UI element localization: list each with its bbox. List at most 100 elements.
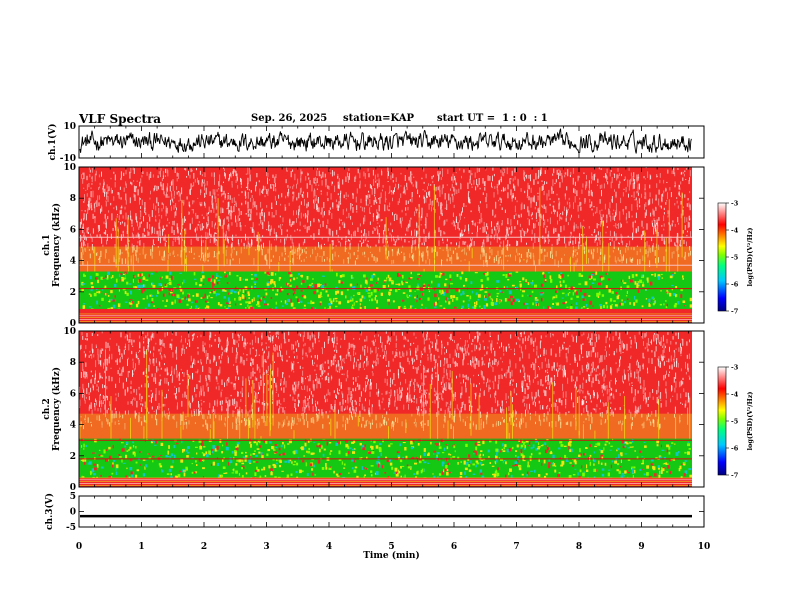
noise-speck: [397, 187, 399, 190]
noise-speck: [636, 250, 638, 256]
noise-speck: [543, 237, 545, 244]
noise-speck: [565, 243, 567, 248]
noise-speck: [375, 256, 377, 263]
noise-speck: [84, 241, 85, 246]
noise-speck: [589, 183, 590, 190]
noise-speck: [182, 393, 184, 398]
noise-speck: [350, 203, 352, 209]
noise-speck: [566, 348, 568, 350]
band-speck: [636, 284, 639, 289]
noise-speck: [352, 222, 353, 225]
noise-speck: [556, 399, 558, 402]
noise-speck: [476, 179, 478, 186]
band-speck: [388, 293, 391, 296]
noise-speck: [532, 197, 534, 202]
noise-speck: [337, 239, 339, 241]
noise-speck: [118, 215, 120, 220]
band-speck: [235, 286, 237, 290]
noise-speck: [446, 184, 448, 186]
noise-speck: [547, 375, 548, 381]
band-speck: [485, 287, 488, 289]
noise-speck: [530, 252, 532, 259]
band-speck: [623, 282, 627, 284]
noise-speck: [602, 369, 604, 377]
noise-speck: [387, 257, 389, 261]
noise-speck: [571, 214, 572, 218]
noise-speck: [509, 371, 511, 379]
noise-speck: [319, 255, 321, 258]
noise-speck: [414, 384, 415, 388]
noise-speck: [514, 168, 516, 173]
noise-speck: [382, 185, 384, 188]
noise-speck: [238, 209, 240, 216]
band-speck: [496, 295, 499, 297]
noise-speck: [352, 207, 354, 213]
band-speck: [112, 299, 115, 302]
noise-speck: [321, 243, 322, 248]
band-speck: [669, 275, 673, 279]
band-speck: [540, 292, 544, 294]
noise-speck: [204, 192, 206, 198]
noise-speck: [359, 397, 361, 402]
noise-speck: [266, 205, 268, 208]
noise-speck: [304, 396, 306, 399]
band-speck: [542, 271, 545, 274]
band-speck: [110, 307, 114, 310]
noise-speck: [159, 379, 161, 384]
noise-speck: [154, 185, 156, 190]
band-speck: [634, 295, 636, 300]
noise-speck: [207, 253, 209, 258]
streak: [385, 217, 387, 260]
noise-speck: [632, 257, 634, 261]
noise-speck: [503, 345, 505, 352]
noise-speck: [109, 354, 110, 359]
band-speck: [377, 277, 379, 281]
noise-speck: [564, 374, 566, 377]
noise-speck: [569, 204, 571, 207]
noise-speck: [440, 381, 442, 385]
noise-speck: [502, 361, 503, 363]
streak: [539, 187, 541, 265]
noise-speck: [541, 259, 543, 262]
noise-speck: [689, 250, 691, 256]
band-speck: [599, 275, 603, 279]
band-speck: [333, 298, 335, 302]
noise-speck: [306, 183, 308, 189]
noise-speck: [493, 173, 495, 177]
noise-speck: [200, 258, 202, 261]
noise-speck: [688, 252, 690, 257]
noise-speck: [111, 410, 113, 416]
noise-speck: [220, 339, 222, 342]
noise-speck: [151, 226, 153, 231]
noise-speck: [376, 215, 377, 219]
noise-speck: [258, 354, 260, 356]
noise-speck: [332, 247, 334, 249]
noise-speck: [373, 203, 375, 205]
noise-speck: [163, 237, 165, 241]
noise-speck: [208, 367, 210, 374]
noise-speck: [245, 196, 247, 198]
noise-speck: [612, 336, 614, 341]
noise-speck: [267, 188, 269, 192]
noise-speck: [235, 219, 237, 223]
noise-speck: [303, 331, 305, 337]
noise-speck: [507, 233, 509, 237]
band-speck: [566, 306, 569, 308]
band-speck: [648, 298, 651, 303]
noise-speck: [247, 177, 249, 184]
noise-speck: [415, 239, 417, 244]
band-speck: [176, 294, 180, 298]
streak: [217, 198, 219, 271]
noise-speck: [642, 387, 644, 394]
noise-speck: [397, 235, 399, 241]
band-speck: [192, 295, 195, 297]
noise-speck: [246, 419, 248, 421]
noise-speck: [570, 421, 572, 427]
noise-speck: [193, 257, 195, 260]
noise-speck: [541, 204, 543, 208]
noise-speck: [199, 391, 201, 398]
noise-speck: [443, 231, 445, 234]
noise-speck: [94, 174, 96, 182]
band-speck: [468, 299, 471, 302]
noise-speck: [171, 370, 173, 376]
